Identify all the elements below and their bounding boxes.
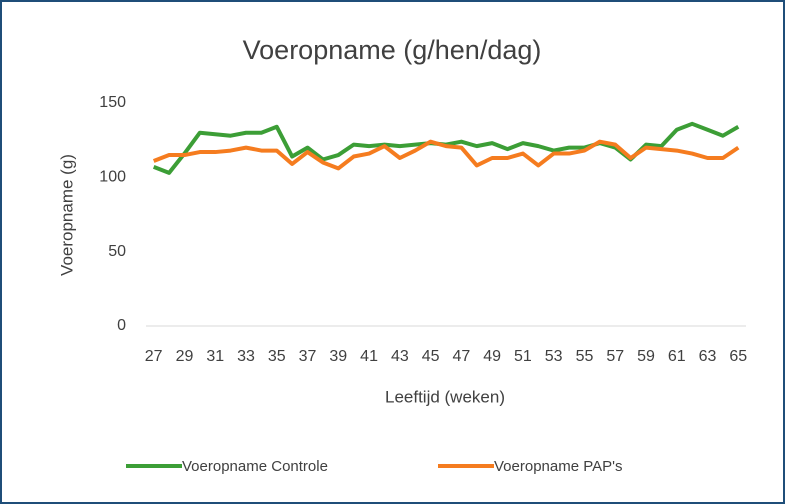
x-tick-label: 61: [668, 348, 686, 365]
x-tick-label: 27: [145, 348, 163, 365]
x-tick-label: 39: [329, 348, 347, 365]
x-axis-label: Leeftijd (weken): [385, 387, 505, 406]
x-tick-label: 63: [699, 348, 717, 365]
y-tick-label: 150: [99, 94, 126, 111]
legend-label: Voeropname PAP's: [494, 458, 623, 475]
y-tick-label: 50: [108, 243, 126, 260]
y-tick-label: 100: [99, 169, 126, 186]
x-tick-label: 33: [237, 348, 255, 365]
x-tick-label: 53: [545, 348, 563, 365]
x-tick-label: 45: [422, 348, 440, 365]
y-axis-label: Voeropname (g): [57, 154, 76, 276]
x-tick-label: 59: [637, 348, 655, 365]
x-tick-label: 41: [360, 348, 378, 365]
x-tick-label: 31: [206, 348, 224, 365]
y-tick-label: 0: [117, 317, 126, 334]
x-tick-label: 37: [299, 348, 317, 365]
x-tick-label: 35: [268, 348, 286, 365]
x-tick-label: 29: [176, 348, 194, 365]
x-tick-label: 55: [576, 348, 594, 365]
series-line: [152, 139, 740, 171]
x-tick-label: 43: [391, 348, 409, 365]
x-tick-label: 47: [452, 348, 470, 365]
x-tick-label: 49: [483, 348, 501, 365]
x-tick-label: 51: [514, 348, 532, 365]
x-tick-label: 57: [606, 348, 624, 365]
chart-title: Voeropname (g/hen/dag): [243, 35, 542, 65]
x-tick-label: 65: [729, 348, 747, 365]
legend-label: Voeropname Controle: [182, 458, 328, 475]
